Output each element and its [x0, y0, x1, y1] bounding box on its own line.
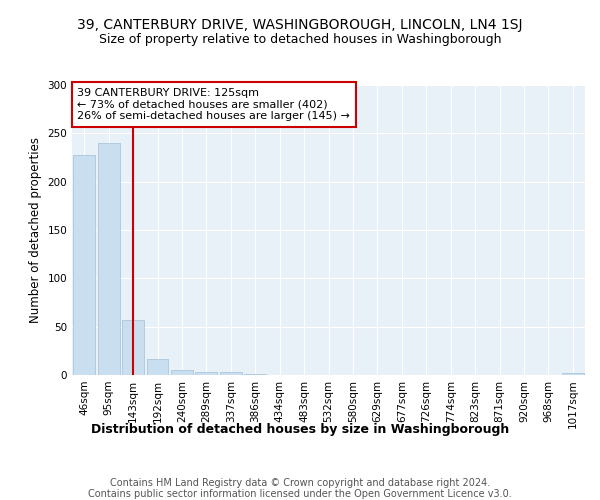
Text: Contains HM Land Registry data © Crown copyright and database right 2024.: Contains HM Land Registry data © Crown c… — [110, 478, 490, 488]
Bar — [171, 370, 193, 375]
Text: 39, CANTERBURY DRIVE, WASHINGBOROUGH, LINCOLN, LN4 1SJ: 39, CANTERBURY DRIVE, WASHINGBOROUGH, LI… — [77, 18, 523, 32]
Bar — [220, 372, 242, 375]
Bar — [98, 143, 119, 375]
Text: Contains public sector information licensed under the Open Government Licence v3: Contains public sector information licen… — [88, 489, 512, 499]
Text: Size of property relative to detached houses in Washingborough: Size of property relative to detached ho… — [99, 32, 501, 46]
Bar — [146, 358, 169, 375]
Text: 39 CANTERBURY DRIVE: 125sqm
← 73% of detached houses are smaller (402)
26% of se: 39 CANTERBURY DRIVE: 125sqm ← 73% of det… — [77, 88, 350, 121]
Bar — [244, 374, 266, 375]
Bar — [196, 372, 217, 375]
Bar — [73, 154, 95, 375]
Bar — [122, 320, 144, 375]
Text: Distribution of detached houses by size in Washingborough: Distribution of detached houses by size … — [91, 422, 509, 436]
Y-axis label: Number of detached properties: Number of detached properties — [29, 137, 42, 323]
Bar — [562, 373, 584, 375]
